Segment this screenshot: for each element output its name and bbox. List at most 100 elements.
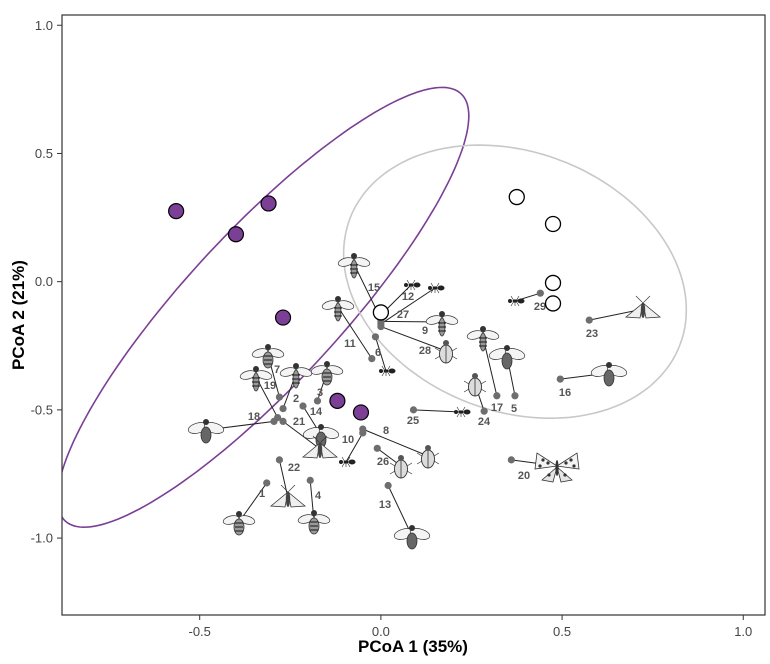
species-point-17 <box>493 392 501 400</box>
species-label-15: 15 <box>368 282 380 294</box>
ant-head-icon <box>454 410 458 414</box>
leader-line-19 <box>255 376 279 418</box>
species-label-17: 17 <box>491 402 503 414</box>
leader-line-27 <box>380 287 436 325</box>
leader-line-28 <box>380 326 447 352</box>
purple-circle-point <box>274 309 292 326</box>
leader-line-10 <box>345 432 364 463</box>
species-label-6: 6 <box>375 347 381 359</box>
insect-beetle-icon <box>416 445 440 469</box>
purple-circle-point <box>260 195 277 212</box>
insect-bee-icon <box>297 510 331 535</box>
wasp-head-icon <box>335 296 341 302</box>
insect-beetle-icon <box>389 455 413 479</box>
species-label-3: 3 <box>317 387 323 399</box>
butterfly-spot-icon <box>564 461 568 465</box>
species-point-16 <box>556 375 564 383</box>
species-label-4: 4 <box>315 490 322 502</box>
bee-head-icon <box>236 511 242 517</box>
ellipse-purple-group <box>62 86 470 529</box>
species-label-21: 21 <box>293 416 305 428</box>
species-point-10 <box>359 429 367 437</box>
ant-legs-icon <box>341 456 351 468</box>
ant-legs-icon <box>406 279 416 291</box>
open-circle-point <box>508 188 525 206</box>
fly-body-icon <box>501 352 513 370</box>
wasp-head-icon <box>351 253 357 259</box>
species-point-25 <box>409 406 418 414</box>
species-label-2: 2 <box>293 393 299 405</box>
fly-body-icon <box>200 426 212 444</box>
purple-point-layer <box>168 195 370 421</box>
insect-fly-icon <box>590 362 628 387</box>
ant-gaster-icon <box>413 282 421 288</box>
y-tick-label: 0.5 <box>35 146 53 161</box>
bee-head-icon <box>311 510 317 516</box>
species-label-18: 18 <box>248 411 260 423</box>
species-point-24 <box>480 407 488 415</box>
fly-head-icon <box>409 525 415 531</box>
species-label-9: 9 <box>422 325 428 337</box>
species-point-26 <box>373 444 381 452</box>
ant-legs-icon <box>430 282 440 294</box>
purple-circle-point <box>352 404 370 421</box>
ant-head-icon <box>508 299 512 303</box>
species-point-3 <box>313 397 322 405</box>
wasp-head-icon <box>480 326 486 332</box>
y-tick-label: -1.0 <box>31 531 53 546</box>
beetle-legs-icon <box>434 347 458 360</box>
fly-head-icon <box>504 345 510 351</box>
leader-line-13 <box>387 485 413 537</box>
leader-line-21 <box>282 421 321 450</box>
plot-frame <box>61 14 766 616</box>
insect-wasp-icon <box>466 326 500 352</box>
species-point-23 <box>585 316 593 324</box>
species-label-7: 7 <box>274 364 280 376</box>
insect-ant-icon <box>508 295 525 307</box>
fly-head-icon <box>203 419 209 425</box>
insect-illustration-layer <box>187 253 662 550</box>
species-point-6 <box>371 333 380 341</box>
ant-gaster-icon <box>437 285 445 291</box>
moth-antenna-icon <box>635 295 651 303</box>
insect-moth-icon <box>624 295 662 319</box>
leader-line-25 <box>413 409 462 413</box>
fly-head-icon <box>606 362 612 368</box>
leader-line-layer <box>205 263 644 537</box>
butterfly-spot-icon <box>541 458 545 462</box>
species-label-12: 12 <box>402 291 414 303</box>
butterfly-spot-icon <box>547 473 551 477</box>
beetle-head-icon <box>425 445 431 451</box>
plot-background <box>62 15 765 615</box>
butterfly-spot-icon <box>569 458 573 462</box>
insect-fly-icon <box>393 525 431 550</box>
wasp-head-icon <box>253 366 259 372</box>
purple-circle-point <box>168 203 185 220</box>
species-point-11 <box>368 354 376 363</box>
species-label-25: 25 <box>407 415 419 427</box>
x-tick-label: -0.5 <box>188 624 210 639</box>
ant-gaster-icon <box>388 368 396 374</box>
beetle-legs-icon <box>389 462 413 475</box>
ant-gaster-icon <box>517 298 525 304</box>
species-label-24: 24 <box>478 416 491 428</box>
insect-moth-icon <box>269 484 307 508</box>
insect-wasp-icon <box>425 311 459 337</box>
wasp-head-icon <box>439 311 445 317</box>
insect-ant-icon <box>428 282 445 294</box>
species-point-7 <box>275 393 284 401</box>
insect-beetle-icon <box>434 340 458 364</box>
open-circle-point <box>372 304 390 321</box>
insect-beetle-icon <box>463 373 487 397</box>
x-axis-title: PCoA 1 (35%) <box>358 637 468 656</box>
butterfly-spot-icon <box>572 464 576 468</box>
leader-line-8 <box>362 428 429 457</box>
species-point-21 <box>279 417 287 426</box>
species-label-1: 1 <box>259 488 265 500</box>
species-label-10: 10 <box>342 434 354 446</box>
species-label-19: 19 <box>264 380 276 392</box>
species-point-4 <box>306 476 314 484</box>
y-axis-ticks: 1.0 0.5 0.0 -0.5 -1.0 <box>31 18 62 546</box>
wasp-head-icon <box>293 363 299 369</box>
